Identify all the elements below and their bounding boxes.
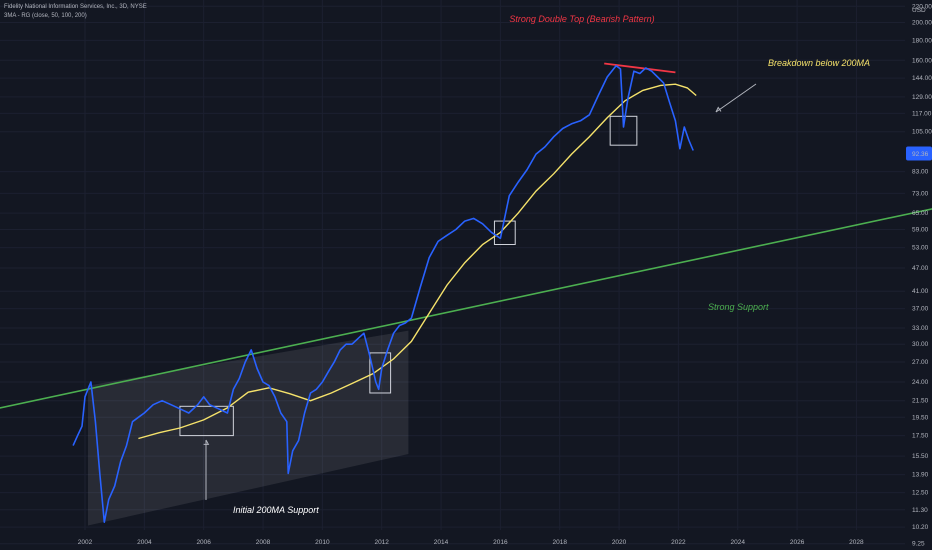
- annotations: Strong Double Top (Bearish Pattern) Break…: [233, 14, 870, 515]
- support-note: Strong Support: [708, 302, 769, 312]
- x-tick-label: 2012: [374, 539, 389, 546]
- symbol-title: Fidelity National Information Services, …: [4, 4, 147, 10]
- y-tick-label: 220.00: [912, 3, 932, 10]
- x-tick-label: 2006: [196, 539, 211, 546]
- x-tick-label: 2010: [315, 539, 330, 546]
- y-tick-label: 83.00: [912, 169, 929, 176]
- current-price-label: 92.36: [912, 151, 929, 158]
- channel-shading: [87, 330, 409, 526]
- y-tick-label: 15.50: [912, 453, 929, 460]
- consolidation-box: [493, 220, 516, 246]
- y-tick-label: 19.50: [912, 414, 929, 421]
- y-tick-label: 160.00: [912, 57, 932, 64]
- support-trendline: [0, 208, 932, 409]
- consolidation-box: [369, 352, 392, 394]
- current-price-tag: [906, 146, 932, 161]
- x-tick-label: 2028: [849, 539, 864, 546]
- y-tick-label: 17.50: [912, 433, 929, 440]
- grid: [0, 0, 905, 545]
- y-tick-label: 144.00: [912, 75, 932, 82]
- y-tick-label: 65.00: [912, 210, 929, 217]
- y-tick-label: 27.00: [912, 359, 929, 366]
- axes: 9.25 10.20 11.30 12.50 13.90 15.50 17.50 19.50 2…: [78, 3, 932, 548]
- x-tick-label: 2016: [493, 539, 508, 546]
- y-tick-label: 9.25: [912, 541, 925, 548]
- y-tick-label: 13.90: [912, 472, 929, 479]
- y-tick-label: 200.00: [912, 19, 932, 26]
- x-tick-label: 2020: [612, 539, 627, 546]
- double-top-note: Strong Double Top (Bearish Pattern): [509, 14, 654, 24]
- y-tick-label: 105.00: [912, 129, 932, 136]
- y-axis-unit: USD: [912, 7, 926, 14]
- y-tick-label: 41.00: [912, 288, 929, 295]
- x-tick-label: 2018: [552, 539, 567, 546]
- y-tick-label: 129.00: [912, 94, 932, 101]
- x-tick-label: 2002: [78, 539, 93, 546]
- x-tick-label: 2014: [434, 539, 449, 546]
- breakdown-note: Breakdown below 200MA: [768, 58, 870, 68]
- indicator-title: 3MA - RG (close, 50, 100, 200): [4, 13, 87, 19]
- y-tick-label: 59.00: [912, 226, 929, 233]
- y-tick-label: 11.30: [912, 507, 928, 514]
- initial-support-note: Initial 200MA Support: [233, 505, 319, 515]
- series-ma200-line: [138, 83, 697, 440]
- y-tick-label: 10.20: [912, 524, 929, 531]
- breakdown-arrow: [715, 83, 757, 113]
- x-tick-label: 2008: [256, 539, 271, 546]
- y-tick-label: 47.00: [912, 265, 929, 272]
- x-tick-label: 2026: [790, 539, 805, 546]
- initial-support-arrow-head: [203, 439, 210, 445]
- consolidation-box: [179, 405, 234, 437]
- y-tick-label: 21.50: [912, 398, 929, 405]
- x-tick-label: 2024: [731, 539, 746, 546]
- y-tick-label: 12.50: [912, 490, 929, 497]
- series-layer: [72, 64, 697, 523]
- y-tick-label: 53.00: [912, 245, 929, 252]
- y-tick-label: 30.00: [912, 341, 929, 348]
- series-price-line: [72, 64, 694, 523]
- y-tick-label: 117.00: [912, 110, 932, 117]
- y-tick-label: 24.00: [912, 379, 929, 386]
- x-tick-label: 2004: [137, 539, 152, 546]
- y-tick-label: 37.00: [912, 306, 929, 313]
- y-tick-label: 73.00: [912, 190, 929, 197]
- breakdown-arrow-head: [715, 106, 722, 113]
- y-tick-label: 33.00: [912, 325, 929, 332]
- x-tick-label: 2022: [671, 539, 686, 546]
- y-tick-label: 180.00: [912, 37, 932, 44]
